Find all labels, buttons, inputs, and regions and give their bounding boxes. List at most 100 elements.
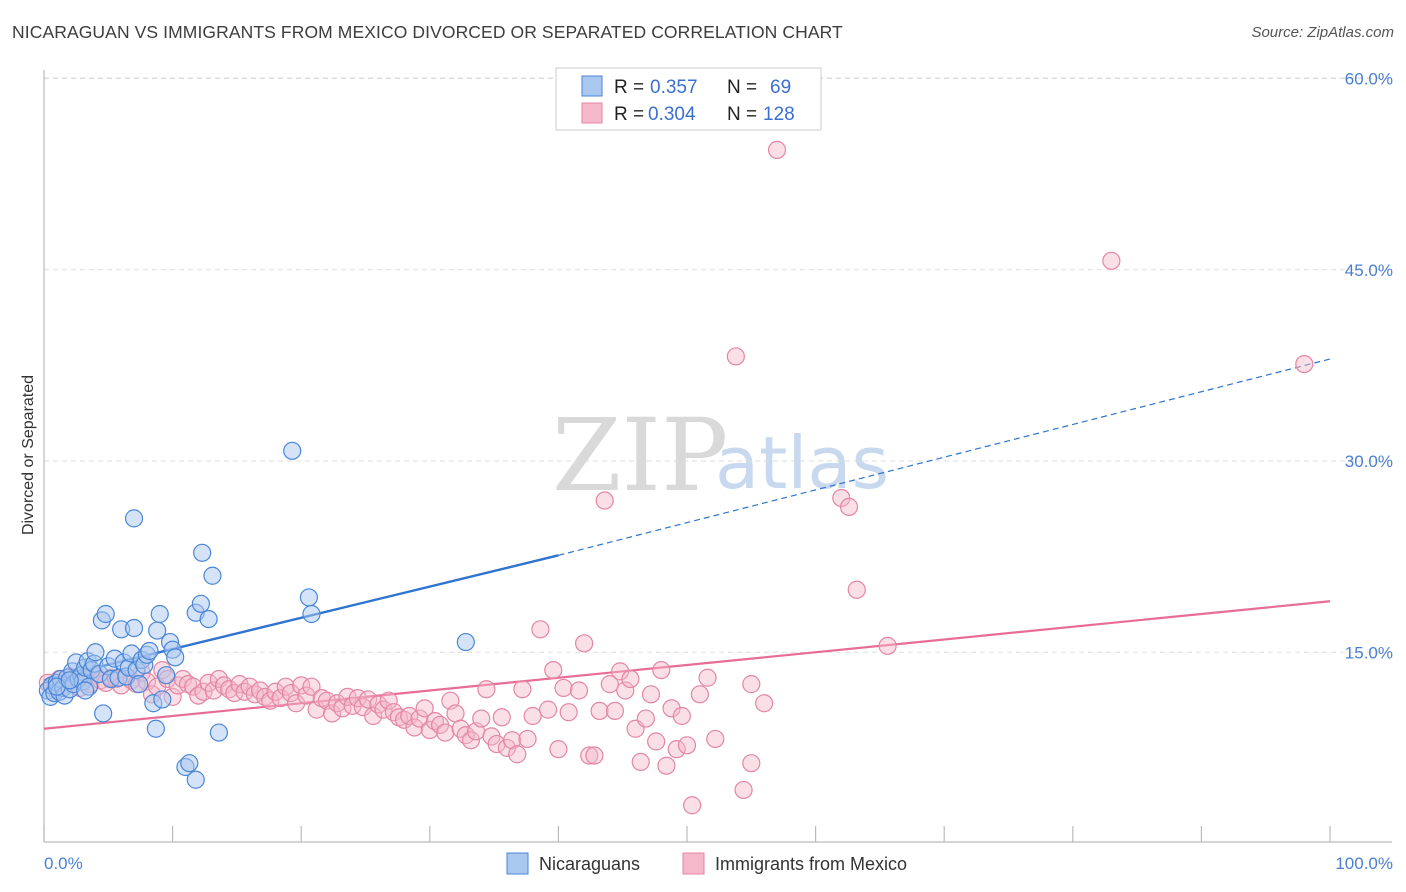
- legend-r-label: R =: [614, 77, 644, 98]
- data-point-immigrants: [1295, 355, 1314, 374]
- data-point-nicaraguans: [60, 671, 79, 690]
- trend-line-nicaraguans-extension: [558, 358, 1331, 556]
- data-point-immigrants: [647, 732, 666, 751]
- data-point-immigrants: [847, 580, 866, 599]
- data-point-immigrants: [322, 704, 342, 723]
- y-axis-label: Divorced or Separated: [20, 375, 37, 535]
- data-point-immigrants: [472, 709, 491, 728]
- data-point-nicaraguans: [140, 641, 159, 661]
- data-point-immigrants: [436, 723, 455, 742]
- data-point-immigrants: [616, 681, 635, 700]
- data-point-immigrants: [559, 703, 578, 722]
- data-point-immigrants: [503, 731, 522, 750]
- data-point-immigrants: [549, 740, 568, 759]
- watermark-zip: ZIP: [552, 397, 728, 514]
- data-point-immigrants: [878, 636, 897, 655]
- data-point-nicaraguans: [299, 588, 319, 607]
- data-point-immigrants: [590, 701, 609, 721]
- data-point-immigrants: [662, 699, 681, 718]
- data-point-nicaraguans: [130, 675, 149, 694]
- data-point-immigrants: [461, 731, 481, 750]
- series-immigrants-from-mexico: [38, 140, 1314, 815]
- legend-label-immigrants: Immigrants from Mexico: [715, 854, 907, 874]
- data-point-immigrants: [755, 694, 774, 713]
- data-point-nicaraguans: [76, 681, 95, 700]
- data-point-immigrants: [636, 709, 655, 728]
- data-point-nicaraguans: [456, 632, 475, 652]
- data-point-nicaraguans: [150, 604, 169, 624]
- data-point-nicaraguans: [153, 690, 172, 709]
- watermark-atlas: atlas: [715, 421, 889, 505]
- data-point-immigrants: [477, 680, 496, 699]
- data-point-immigrants: [369, 695, 388, 714]
- data-point-immigrants: [839, 497, 859, 516]
- data-point-immigrants: [415, 699, 434, 718]
- data-point-immigrants: [677, 736, 697, 755]
- chart-title: NICARAGUAN VS IMMIGRANTS FROM MEXICO DIV…: [12, 22, 843, 42]
- data-point-nicaraguans: [193, 543, 212, 562]
- legend-swatch-pink: [581, 102, 603, 124]
- data-point-immigrants: [420, 720, 439, 740]
- data-point-immigrants: [742, 675, 761, 694]
- y-tick-labels: 15.0% 30.0% 45.0% 60.0%: [1345, 70, 1393, 663]
- data-point-immigrants: [456, 726, 475, 745]
- data-point-immigrants: [1102, 251, 1121, 270]
- data-point-nicaraguans: [209, 723, 228, 742]
- legend-label-nicaraguans: Nicaraguans: [539, 854, 640, 874]
- data-point-immigrants: [657, 756, 676, 775]
- data-point-immigrants: [652, 660, 671, 680]
- data-point-nicaraguans: [86, 643, 105, 662]
- data-point-immigrants: [698, 668, 717, 687]
- data-point-immigrants: [605, 701, 625, 721]
- legend-swatch-nicaraguans: [506, 852, 529, 875]
- x-tick-label: 100.0%: [1335, 854, 1393, 873]
- data-point-immigrants: [690, 685, 709, 704]
- data-point-immigrants: [302, 677, 321, 696]
- data-point-immigrants: [513, 680, 532, 699]
- data-point-immigrants: [518, 729, 537, 749]
- data-point-immigrants: [539, 700, 558, 719]
- data-point-immigrants: [384, 703, 403, 722]
- gridlines: [44, 77, 1392, 653]
- data-point-nicaraguans: [96, 604, 115, 624]
- data-point-immigrants: [204, 681, 223, 700]
- data-point-immigrants: [281, 683, 301, 703]
- stats-legend: R = 0.357 N = 69 R = 0.304 N = 128: [555, 67, 822, 131]
- data-point-nicaraguans: [180, 754, 199, 773]
- data-point-immigrants: [631, 752, 650, 772]
- data-point-immigrants: [544, 660, 563, 680]
- legend-n-value: 69: [770, 77, 791, 98]
- data-point-immigrants: [726, 347, 745, 366]
- data-point-immigrants: [672, 706, 691, 726]
- data-point-immigrants: [184, 677, 203, 696]
- y-tick-label: 15.0%: [1345, 643, 1393, 662]
- data-point-immigrants: [742, 754, 761, 773]
- data-point-immigrants: [492, 708, 511, 727]
- series-legend: Nicaraguans Immigrants from Mexico: [506, 852, 907, 875]
- data-point-immigrants: [706, 729, 725, 749]
- data-point-immigrants: [641, 685, 661, 704]
- data-point-nicaraguans: [166, 648, 185, 667]
- x-tick-label: 0.0%: [44, 854, 83, 873]
- data-point-immigrants: [531, 620, 550, 639]
- data-point-nicaraguans: [94, 704, 113, 723]
- data-point-immigrants: [446, 704, 465, 723]
- data-point-immigrants: [734, 780, 753, 800]
- data-point-immigrants: [297, 686, 316, 705]
- data-point-immigrants: [508, 745, 527, 764]
- data-point-nicaraguans: [203, 566, 222, 585]
- data-point-immigrants: [611, 662, 630, 681]
- data-point-nicaraguans: [191, 594, 210, 613]
- data-point-immigrants: [554, 678, 573, 698]
- y-tick-label: 60.0%: [1345, 70, 1393, 89]
- legend-n-label: N =: [727, 104, 757, 125]
- data-point-nicaraguans: [124, 618, 144, 638]
- legend-r-value: 0.304: [648, 104, 696, 125]
- legend-r-label: R =: [614, 104, 644, 125]
- legend-swatch-immigrants: [682, 852, 705, 875]
- legend-r-value: 0.357: [650, 77, 698, 98]
- data-point-immigrants: [580, 746, 599, 765]
- legend-n-value: 128: [763, 104, 795, 125]
- data-point-immigrants: [575, 634, 594, 653]
- data-point-immigrants: [600, 675, 619, 694]
